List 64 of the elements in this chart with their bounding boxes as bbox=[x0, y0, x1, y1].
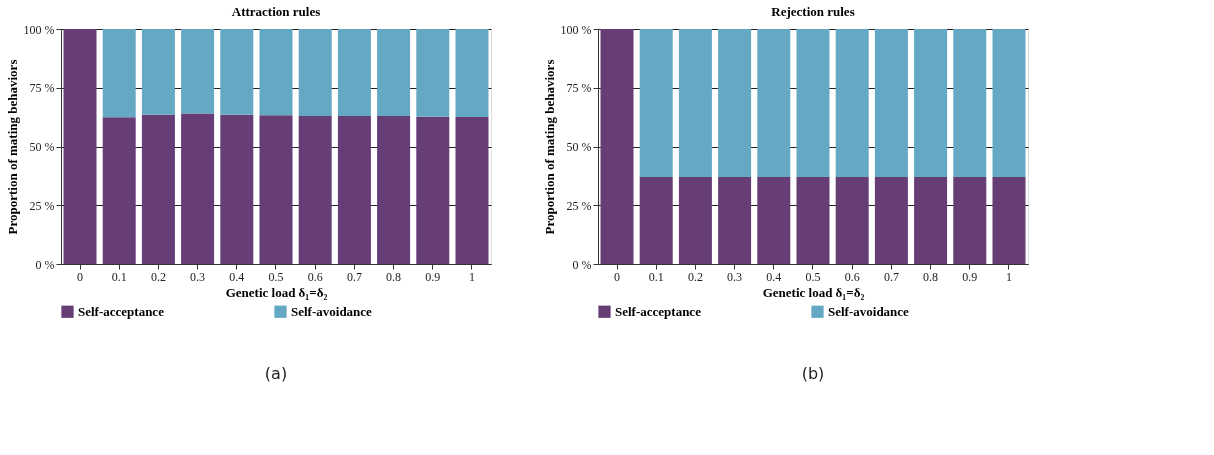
y-axis-title: Proportion of mating behaviors bbox=[541, 59, 557, 235]
x-tick-label: 0.3 bbox=[727, 269, 743, 284]
legend-label: Self-avoidance bbox=[828, 303, 910, 319]
x-axis-title: Genetic load δ₁=δ₂ bbox=[225, 284, 328, 300]
x-tick-label: 0.1 bbox=[648, 269, 664, 284]
bar bbox=[259, 115, 293, 264]
bar bbox=[141, 29, 175, 115]
x-tick-label: 0.6 bbox=[844, 269, 860, 284]
x-tick-label: 0.4 bbox=[766, 269, 782, 284]
y-tick-label: 25 % bbox=[29, 198, 55, 213]
x-tick-label: 0.7 bbox=[346, 269, 362, 284]
x-axis-title: Genetic load δ₁=δ₂ bbox=[762, 284, 865, 300]
bar bbox=[141, 114, 175, 264]
bar bbox=[337, 115, 371, 264]
y-tick-label: 100 % bbox=[560, 22, 592, 37]
x-tick-label: 0 bbox=[77, 269, 84, 284]
x-tick-label: 0.8 bbox=[386, 269, 402, 284]
bar bbox=[181, 29, 215, 114]
x-tick-label: 0.2 bbox=[687, 269, 703, 284]
x-tick-label: 0.4 bbox=[229, 269, 245, 284]
bar bbox=[416, 116, 450, 264]
legend-label: Self-acceptance bbox=[78, 303, 165, 319]
x-tick-label: 0 bbox=[614, 269, 621, 284]
bar bbox=[377, 29, 411, 116]
bar bbox=[337, 29, 371, 116]
bar bbox=[416, 29, 450, 117]
bar bbox=[102, 117, 136, 264]
bar bbox=[220, 114, 254, 264]
bar bbox=[181, 113, 215, 264]
bar bbox=[455, 29, 489, 117]
y-tick-label: 100 % bbox=[23, 22, 55, 37]
x-tick-label: 0.9 bbox=[962, 269, 978, 284]
bar bbox=[455, 116, 489, 264]
y-tick-label: 50 % bbox=[29, 140, 55, 154]
bar bbox=[259, 29, 293, 116]
text: (b) bbox=[801, 364, 825, 383]
x-tick-label: 0.9 bbox=[425, 269, 441, 284]
y-tick-label: 75 % bbox=[566, 81, 592, 96]
y-tick-label: 0 % bbox=[35, 257, 55, 272]
bar bbox=[377, 115, 411, 264]
x-tick-label: 0.6 bbox=[307, 269, 323, 284]
x-tick-label: 1 bbox=[1005, 269, 1012, 284]
legend-label: Self-avoidance bbox=[291, 303, 373, 319]
y-tick-label: 25 % bbox=[566, 198, 592, 213]
chart-title: Rejection rules bbox=[771, 4, 855, 19]
legend-label: Self-acceptance bbox=[615, 303, 702, 319]
x-tick-label: 0.5 bbox=[805, 269, 821, 284]
bar bbox=[298, 29, 332, 116]
bar bbox=[220, 29, 254, 115]
y-tick-label: 0 % bbox=[572, 257, 592, 272]
bar bbox=[102, 29, 136, 118]
x-tick-label: 0.1 bbox=[111, 269, 127, 284]
y-tick-label: 50 % bbox=[566, 140, 592, 154]
x-tick-label: 0.7 bbox=[883, 269, 899, 284]
text: (a) bbox=[264, 364, 288, 383]
x-tick-label: 0.5 bbox=[268, 269, 284, 284]
chart-title: Attraction rules bbox=[231, 4, 321, 19]
x-tick-label: 0.3 bbox=[190, 269, 206, 284]
y-axis-title: Proportion of mating behaviors bbox=[4, 59, 20, 235]
y-tick-label: 75 % bbox=[29, 81, 55, 96]
x-tick-label: 0.8 bbox=[923, 269, 939, 284]
bar bbox=[298, 115, 332, 264]
x-tick-label: 1 bbox=[468, 269, 475, 284]
x-tick-label: 0.2 bbox=[150, 269, 166, 284]
